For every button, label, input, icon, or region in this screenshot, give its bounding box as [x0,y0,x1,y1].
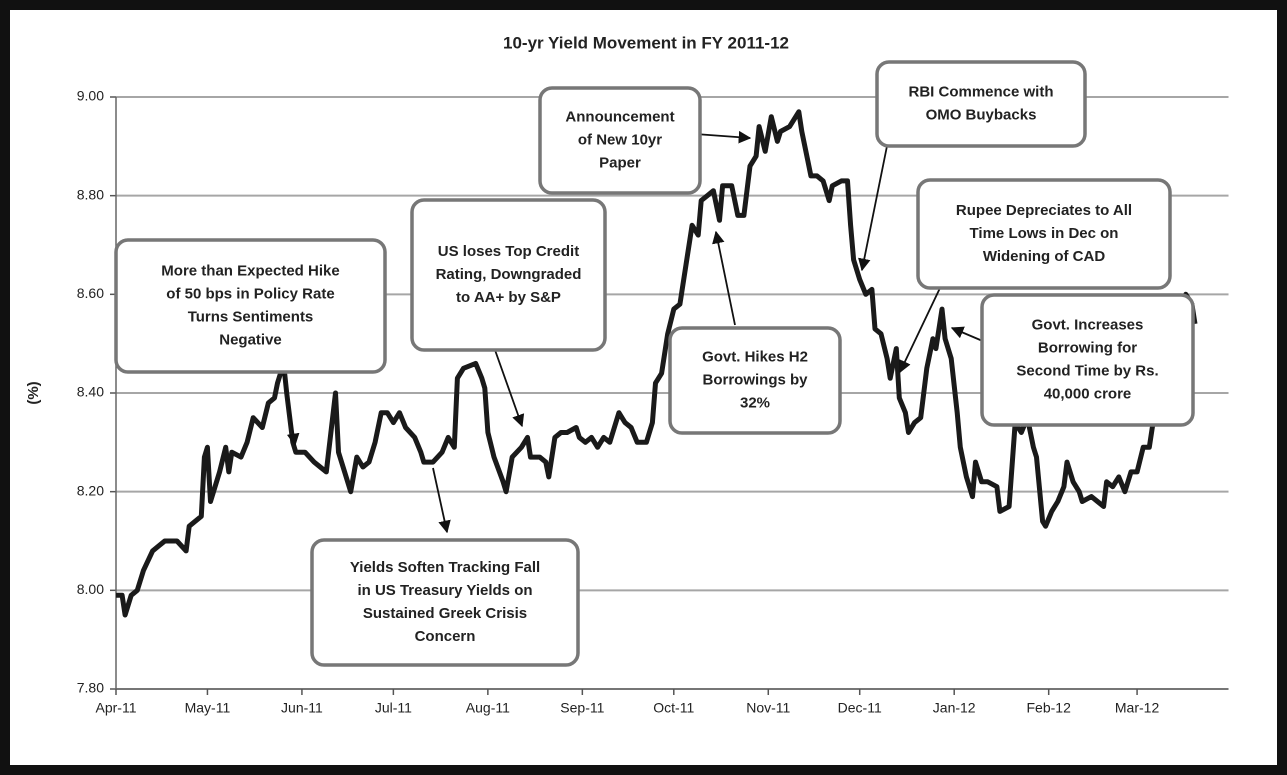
x-tick-label: Aug-11 [466,700,510,716]
annotation-text: Concern [415,628,476,645]
annotation-arrow [712,230,736,326]
annotation-text: Time Lows in Dec on [970,225,1119,242]
annotation-box [114,238,387,374]
annotation-text: Govt. Hikes H2 [702,348,808,365]
y-axis-label: (%) [25,381,42,404]
annotation-text: Yields Soften Tracking Fall [350,559,540,576]
annotation-text: RBI Commence with [908,83,1053,100]
annotation-text: Rupee Depreciates to All [956,202,1132,219]
x-tick-label: Sep-11 [560,700,604,716]
y-tick-label: 7.80 [77,680,104,696]
y-tick-label: 9.00 [77,88,104,104]
annotation-text: Sustained Greek Crisis [363,605,527,622]
annotation-arrow [494,349,525,428]
x-tick-label: Dec-11 [838,700,882,716]
x-tick-label: Jan-12 [933,700,976,716]
annotation-box [980,293,1195,427]
annotation-text: of New 10yr [578,131,662,148]
annotation-box [410,198,607,352]
annotation-text: in US Treasury Yields on [357,582,532,599]
y-tick-label: 8.20 [77,482,104,498]
annotation-arrow [950,326,986,343]
y-tick-label: 8.60 [77,285,104,301]
annotation-text: 32% [740,394,770,411]
annotation-arrow [432,467,451,534]
annotation-arrow [282,369,300,447]
x-tick-label: Nov-11 [746,700,790,716]
annotation-text: Negative [219,331,282,348]
x-tick-label: Mar-12 [1115,700,1160,716]
annotation-text: Borrowing for [1038,339,1137,356]
x-tick-label: Jun-11 [281,700,323,716]
annotation-text: Paper [599,154,641,171]
y-tick-label: 8.00 [77,581,104,597]
annotation-text: Turns Sentiments [188,308,314,325]
y-tick-label: 8.40 [77,384,104,400]
annotation-text: Second Time by Rs. [1016,362,1158,379]
annotation-text: Govt. Increases [1032,316,1144,333]
x-tick-label: Jul-11 [375,700,412,716]
annotation-text: More than Expected Hike [161,262,339,279]
annotation-text: Borrowings by [702,371,808,388]
annotation-text: of 50 bps in Policy Rate [166,285,334,302]
annotation-box [668,326,842,435]
annotation-text: to AA+ by S&P [456,289,561,306]
annotation-text: Widening of CAD [983,248,1106,265]
annotation-text: Announcement [565,108,674,125]
x-tick-label: Oct-11 [653,700,694,716]
chart-title: 10-yr Yield Movement in FY 2011-12 [503,33,789,52]
annotation-box [538,86,702,195]
annotation-text: US loses Top Credit [438,243,579,260]
annotation-arrow [858,145,888,272]
annotation-box [916,178,1172,290]
annotation-text: OMO Buybacks [926,106,1037,123]
annotation-text: Rating, Downgraded [436,266,582,283]
x-tick-label: Apr-11 [96,700,137,716]
x-tick-label: May-11 [185,700,231,716]
annotation-text: 40,000 crore [1044,385,1132,402]
annotation-box [875,60,1087,148]
annotation-box [310,538,580,667]
x-tick-label: Feb-12 [1027,700,1072,716]
y-tick-label: 8.80 [77,186,104,202]
annotation-arrow [899,287,941,374]
